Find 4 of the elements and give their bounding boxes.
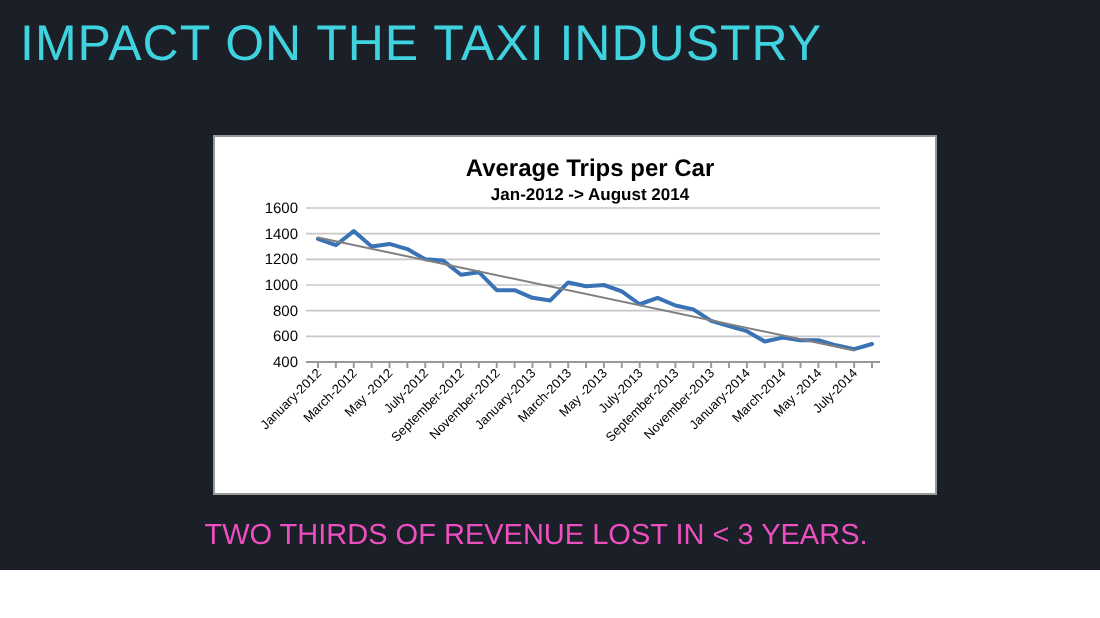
chart-title: Average Trips per Car xyxy=(465,154,715,182)
chart-subtitle: Jan-2012 -> August 2014 xyxy=(490,184,690,204)
text: TWO THIRDS OF REVENUE LOST IN < 3 YEARS. xyxy=(204,520,868,552)
text: IMPACT ON THE TAXI INDUSTRY xyxy=(20,16,823,72)
